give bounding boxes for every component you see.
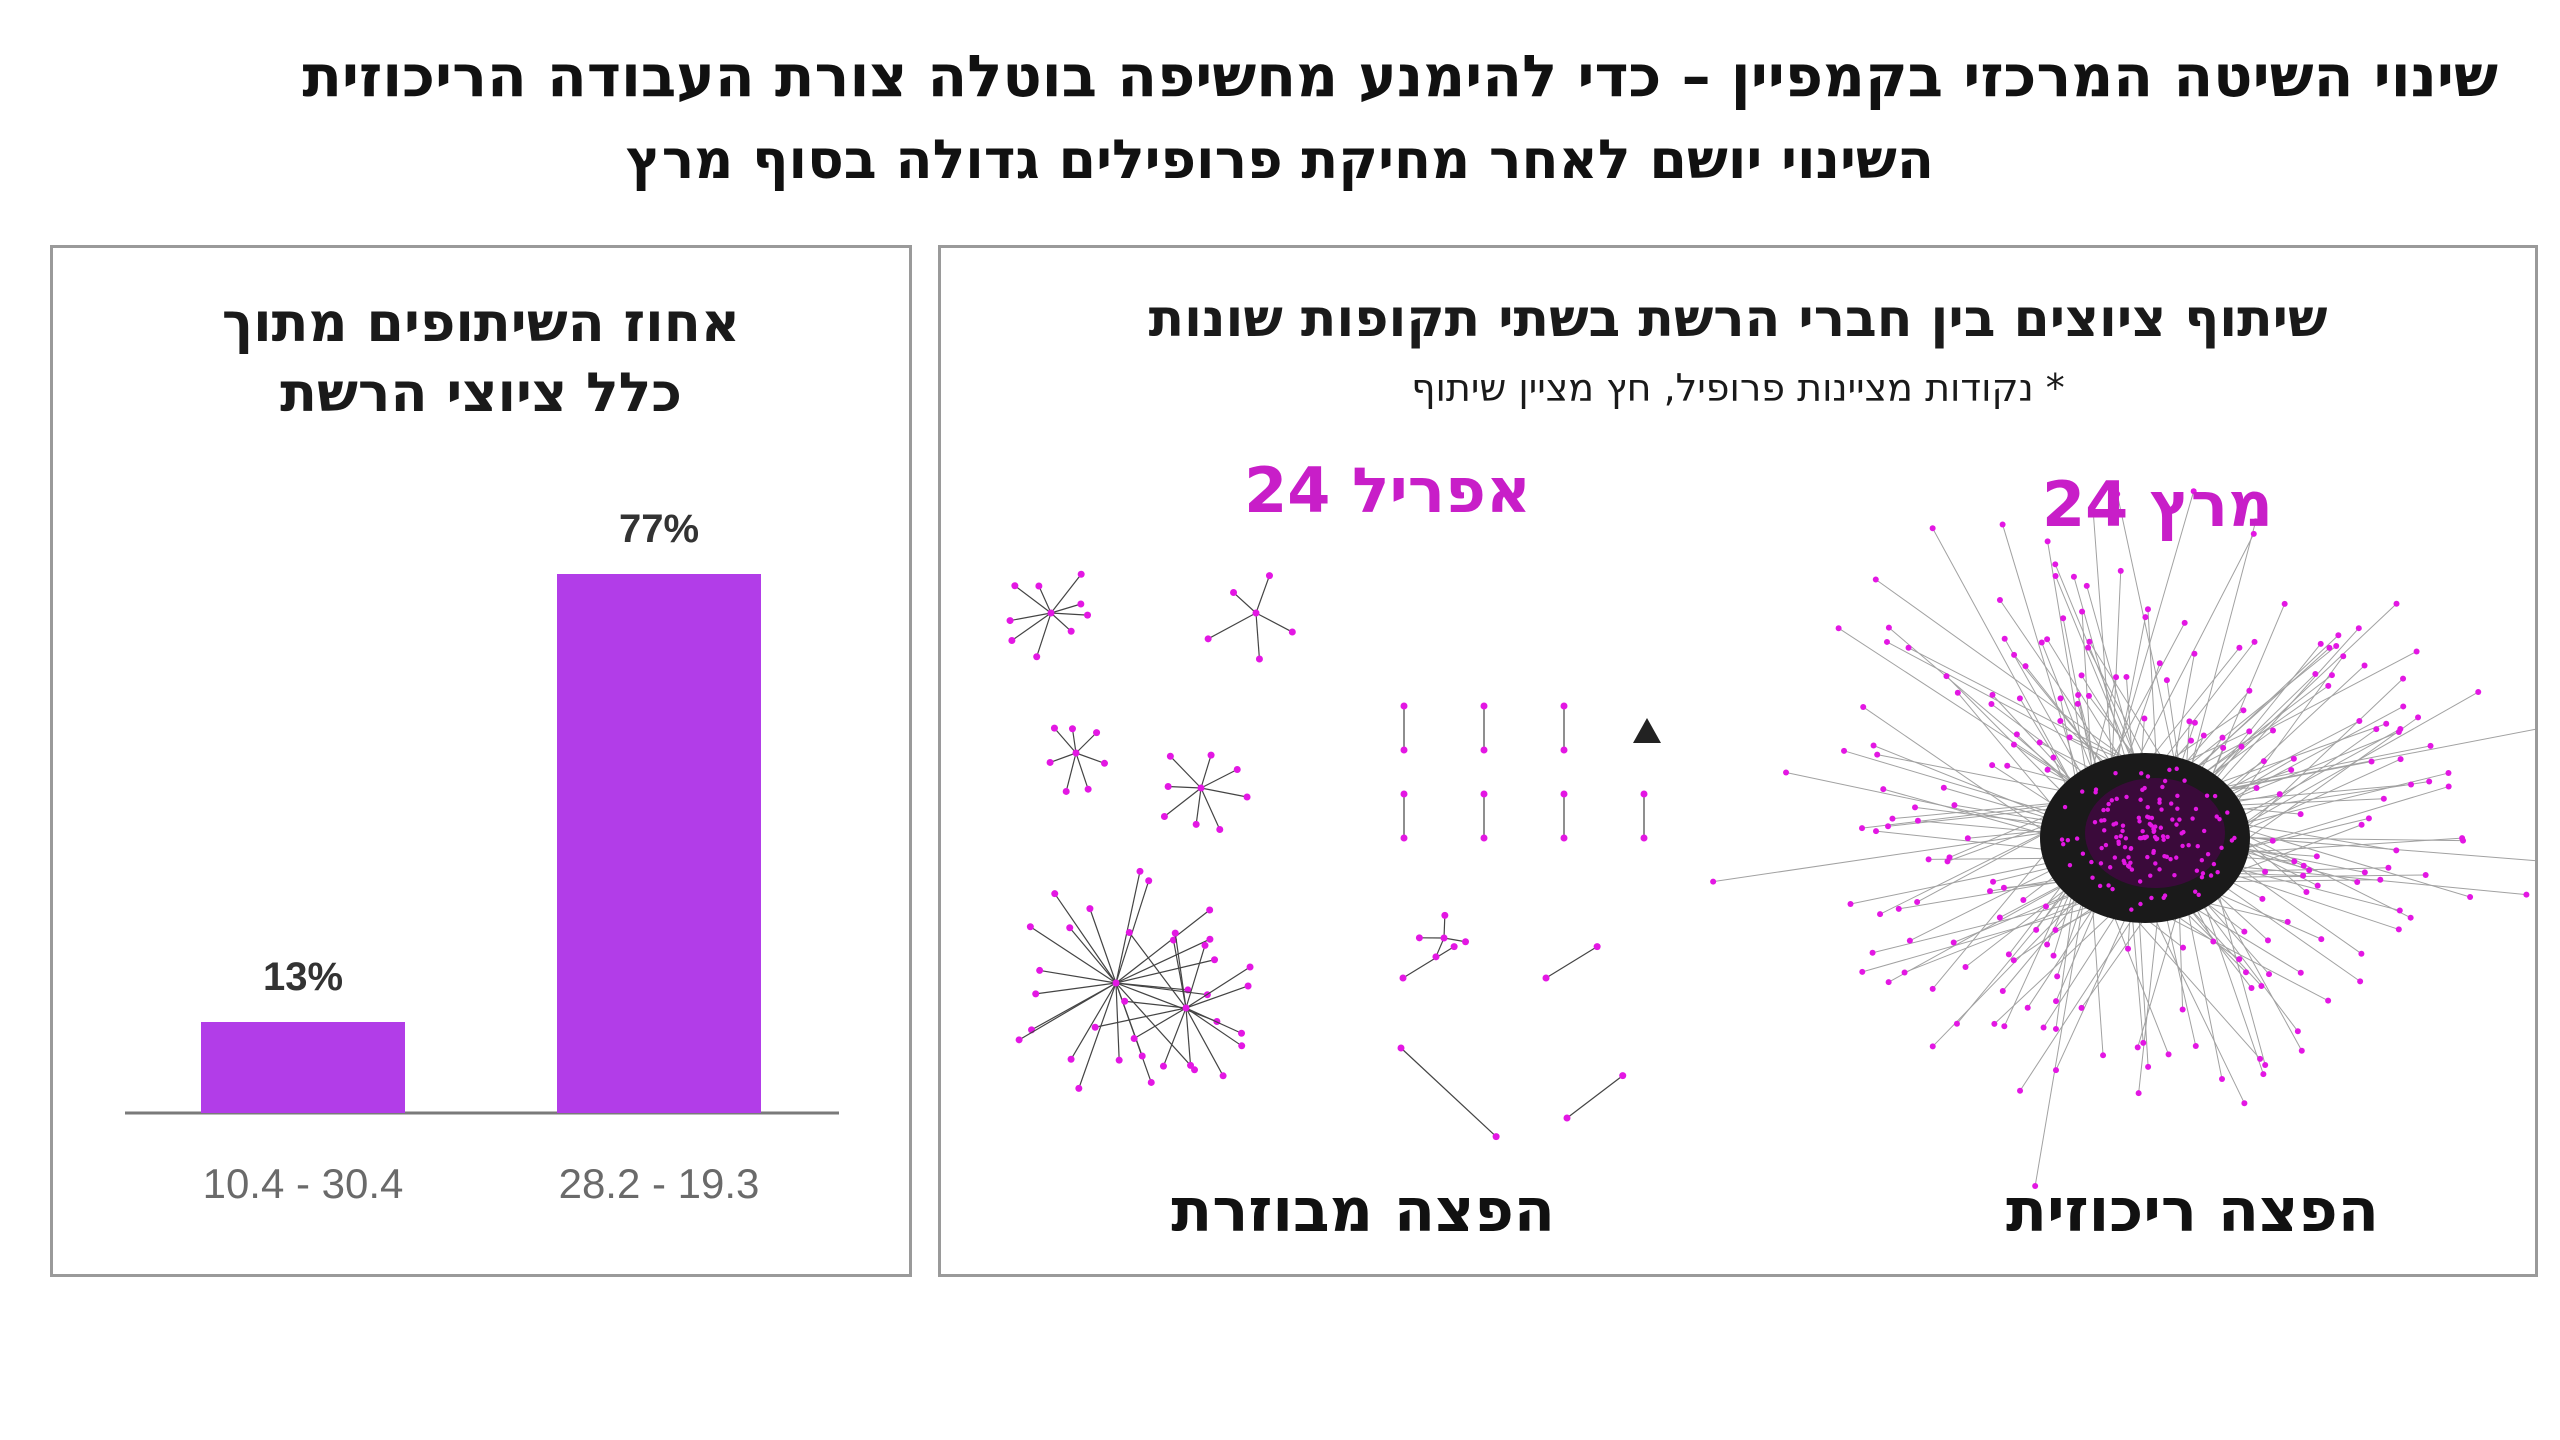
network-note: * נקודות מציינות פרופיל, חץ מציין שיתוף: [1411, 366, 2065, 410]
bar-value-label: 13%: [263, 955, 343, 999]
bar-chart-title-line2: כלל ציוצי הרשת: [280, 361, 682, 425]
bar-value-label: 77%: [619, 507, 699, 551]
bar-chart-title-line1: אחוז השיתופים מתוך: [221, 291, 741, 354]
network-title: שיתוף ציוצים בין חברי הרשת בשתי תקופות ש…: [1148, 289, 2328, 349]
network-graphs: [1006, 488, 2535, 1190]
bar-chart: 77% 28.2 - 19.3 13% 10.4 - 30.4: [125, 507, 839, 1207]
bar-chart-title: אחוז השיתופים מתוך כלל ציוצי הרשת: [53, 288, 909, 428]
caption-distributed: הפצה מבוזרת: [1171, 1176, 1555, 1246]
network-panel: שיתוף ציוצים בין חברי הרשת בשתי תקופות ש…: [938, 245, 2538, 1277]
network-centralized: [1710, 488, 2535, 1190]
bar: [201, 1022, 405, 1113]
bell-cluster: [1633, 718, 1661, 743]
x-tick-label: 28.2 - 19.3: [559, 1160, 760, 1207]
period-label-march: מרץ 24: [2041, 468, 2273, 541]
caption-centralized: הפצה ריכוזית: [2005, 1176, 2379, 1246]
x-tick-label: 10.4 - 30.4: [203, 1160, 404, 1207]
period-label-april: אפריל 24: [1244, 454, 1531, 527]
bar-chart-panel: אחוז השיתופים מתוך כלל ציוצי הרשת 77% 28.…: [50, 245, 912, 1277]
bar: [557, 574, 761, 1113]
page-subtitle: השינוי יושם לאחר מחיקת פרופילים גדולה בס…: [626, 128, 1934, 191]
page-title: שינוי השיטה המרכזי בקמפיין – כדי להימנע …: [302, 42, 2498, 110]
network-distributed: [1006, 570, 1661, 1141]
